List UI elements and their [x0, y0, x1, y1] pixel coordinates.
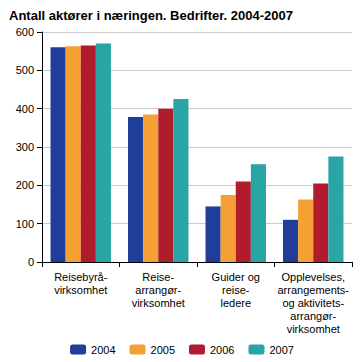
svg-text:reise-: reise-: [222, 284, 250, 296]
svg-text:ledere: ledere: [220, 297, 251, 309]
svg-text:Guider og: Guider og: [212, 271, 260, 283]
svg-text:2007: 2007: [269, 344, 293, 356]
svg-text:400: 400: [16, 103, 34, 115]
svg-text:Antall aktører i næringen. Bed: Antall aktører i næringen. Bedrifter. 20…: [9, 8, 293, 23]
svg-text:0: 0: [28, 256, 34, 268]
svg-text:200: 200: [16, 179, 34, 191]
svg-text:2004: 2004: [91, 344, 115, 356]
svg-text:Opplevelses,: Opplevelses,: [281, 271, 345, 283]
svg-text:Reise-: Reise-: [142, 271, 174, 283]
svg-text:virksomhet: virksomhet: [287, 323, 340, 335]
svg-text:virksomhet: virksomhet: [54, 284, 107, 296]
svg-text:virksomhet: virksomhet: [132, 297, 185, 309]
svg-text:2005: 2005: [151, 344, 175, 356]
svg-text:600: 600: [16, 26, 34, 38]
svg-text:500: 500: [16, 64, 34, 76]
svg-text:100: 100: [16, 218, 34, 230]
svg-text:2006: 2006: [210, 344, 234, 356]
svg-text:arrangør-: arrangør-: [290, 310, 336, 322]
svg-text:arrangements-: arrangements-: [277, 284, 349, 296]
svg-text:Reisebyrå-: Reisebyrå-: [54, 271, 108, 283]
svg-text:og aktivitets-: og aktivitets-: [282, 297, 344, 309]
svg-text:arrangør-: arrangør-: [135, 284, 181, 296]
svg-text:300: 300: [16, 141, 34, 153]
